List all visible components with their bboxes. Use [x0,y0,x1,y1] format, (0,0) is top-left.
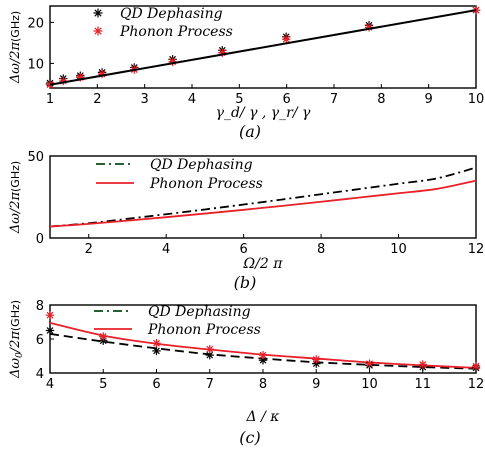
y-axis-unit: (GHz) [9,161,22,192]
x-axis-label: Δ / κ [246,409,280,425]
legend: QD Dephasing Phonon Process [93,6,233,40]
x-axis-label: Ω/2 π [243,256,284,272]
y-axis-unit: (GHz) [9,11,22,42]
y-axis-label-main: Δω/2π [8,192,23,235]
x-tick-label: 12 [468,242,485,257]
x-tick-label: 9 [425,92,433,107]
x-tick-label: 4 [46,377,54,392]
legend-label: QD Dephasing [148,304,251,320]
data-point-fit-points [152,339,161,348]
panel-caption: (b) [234,273,257,292]
data-point-phonon-process-points [471,5,481,15]
y-tick-label: 20 [27,16,44,31]
data-point-phonon-process-points [281,35,291,44]
chart-panel-a: 1 2 3 4 5 6 7 8 9 10 10 20 Δω/2π(GHz) γ_d/ γ , γ_r/ γ… [8,5,485,141]
axes-frame [49,5,477,89]
data-point-fit-points [205,345,214,354]
legend-label: Phonon Process [119,24,233,40]
x-tick-label: 5 [99,377,107,392]
x-tick-label: 10 [390,242,407,257]
x-tick-label: 6 [239,242,247,257]
y-tick-label: 0 [36,232,44,247]
y-axis-label-subscript: 0 [15,352,25,358]
data-point-fit-points [45,326,55,335]
x-tick-label: 4 [162,242,170,257]
data-point-fit-points [312,355,321,364]
x-tick-label: 12 [468,377,485,392]
y-axis-label: Δω/2π(GHz) [8,161,23,234]
x-tick-label: 8 [317,242,325,257]
data-point-fit-points [418,360,427,369]
x-tick-label: 10 [361,377,378,392]
legend: QD Dephasing Phonon Process [94,304,261,338]
y-axis-label-tail: /2π [8,331,23,355]
series-line-qd-dephasing-dashdot [49,166,477,228]
x-tick-label: 8 [259,377,267,392]
y-axis-label: Δω0/2π(GHz) [8,300,25,379]
data-point-fit-points [471,362,481,371]
data-point-fit-points [99,332,108,341]
legend: QD Dephasing Phonon Process [96,157,263,192]
x-tick-label: 6 [152,377,160,392]
y-axis-label-main: Δω/2π [8,42,23,85]
chart-panel-b: 2 4 6 8 10 12 0 50 Δω/2π(GHz) Ω/2 π(b) QD Dephasin… [8,150,484,292]
x-tick-label: 1 [46,92,54,107]
y-tick-label: 6 [36,333,44,348]
series-line-fit-line [49,9,477,86]
x-tick-label: 6 [283,92,291,107]
legend-label: Phonon Process [147,322,261,338]
series-line-phonon-process-solid [49,179,477,228]
data-point-fit-points [365,359,374,368]
data-point-fit-points [45,311,55,320]
x-tick-label: 9 [312,377,320,392]
x-tick-label: 2 [93,92,101,107]
x-tick-label: 10 [468,92,485,107]
y-axis-unit: (GHz) [9,300,22,331]
x-tick-label: 11 [414,377,431,392]
x-axis-label: γ_d/ γ , γ_r/ γ [216,105,311,121]
x-tick-label: 4 [188,92,196,107]
data-point-fit-points [258,350,268,360]
panel-caption: (a) [239,122,261,141]
x-tick-label: 7 [206,377,214,392]
y-tick-label: 50 [27,150,44,165]
y-tick-label: 8 [36,299,44,314]
y-tick-label: 10 [27,57,44,72]
legend-marker [93,8,103,18]
x-tick-label: 8 [377,92,385,107]
y-axis-label-main: Δω [8,358,23,379]
legend-marker [93,26,103,36]
axes-frame [49,155,477,239]
x-tick-label: 3 [141,92,149,107]
data-point-fit-points [152,346,161,356]
y-axis-label: Δω/2π(GHz) [8,11,23,84]
y-tick-label: 4 [36,367,44,382]
x-tick-label: 7 [330,92,338,107]
panel-caption: (c) [239,428,260,447]
x-tick-label: 5 [235,92,243,107]
chart-panel-c: 4 5 6 7 8 9 10 11 12 4 6 8 Δω0/2π(GHz) Δ / κ (c) QD Dep… [8,299,484,447]
legend-label: Phonon Process [149,176,263,192]
x-tick-label: 2 [85,242,93,257]
legend-label: QD Dephasing [120,6,223,22]
legend-label: QD Dephasing [150,157,253,173]
